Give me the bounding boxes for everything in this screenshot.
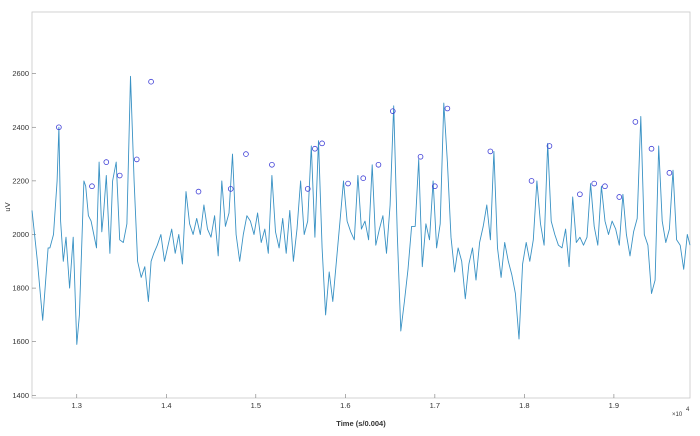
y-tick-label: 2400 xyxy=(12,123,29,132)
peak-marker xyxy=(133,156,140,163)
peak-marker xyxy=(444,105,451,112)
peak-marker xyxy=(269,161,275,168)
peak-marker xyxy=(116,172,123,179)
x-axis-ticks: 1.3 1.4 1.5 1.6 1.7 1.8 1.9 xyxy=(72,394,619,410)
peak-marker xyxy=(591,180,598,187)
peak-marker xyxy=(360,175,367,181)
x-tick-label: 1.5 xyxy=(251,401,261,410)
y-tick-label: 1600 xyxy=(12,337,29,346)
y-tick-label: 2000 xyxy=(12,230,29,239)
peak-marker xyxy=(89,183,95,190)
signal-line xyxy=(31,75,691,345)
x-exponent-label: ×10 xyxy=(672,412,683,418)
peak-marker xyxy=(227,186,234,192)
peak-marker xyxy=(487,148,494,155)
peak-marker xyxy=(312,145,318,152)
peak-marker xyxy=(103,159,110,165)
y-axis-ticks: 1400 1600 1800 2000 2200 2400 2600 xyxy=(12,69,36,400)
peak-marker xyxy=(616,194,623,200)
x-tick-label: 1.6 xyxy=(340,401,350,410)
peak-marker xyxy=(195,188,202,195)
y-tick-label: 2200 xyxy=(12,176,29,185)
peak-marker xyxy=(243,151,249,157)
x-tick-label: 1.8 xyxy=(519,401,529,410)
peak-marker xyxy=(304,186,311,192)
peak-marker xyxy=(432,183,438,190)
x-exponent-power: 4 xyxy=(686,407,690,413)
x-tick-label: 1.3 xyxy=(72,401,82,410)
x-tick-label: 1.9 xyxy=(609,401,619,410)
x-axis-label: Time (s/0.004) xyxy=(336,419,386,428)
peak-marker xyxy=(546,143,553,149)
peak-markers xyxy=(56,78,673,200)
peak-marker xyxy=(528,178,535,184)
peak-marker xyxy=(345,180,351,187)
peak-marker xyxy=(56,124,62,131)
peak-marker xyxy=(632,119,639,125)
peak-marker xyxy=(389,108,396,114)
peak-marker xyxy=(648,145,655,152)
peak-marker xyxy=(375,161,382,168)
y-tick-label: 1800 xyxy=(12,284,29,293)
peak-marker xyxy=(577,191,583,198)
peak-marker xyxy=(666,170,673,176)
x-tick-label: 1.4 xyxy=(161,401,171,410)
peak-marker xyxy=(602,183,608,190)
y-tick-label: 1400 xyxy=(12,391,29,400)
x-tick-label: 1.7 xyxy=(430,401,440,410)
peak-marker xyxy=(417,153,424,160)
y-axis-label: uV xyxy=(3,202,12,211)
plot-area xyxy=(31,11,691,399)
peak-marker xyxy=(148,78,154,85)
peak-marker xyxy=(319,140,325,147)
y-tick-label: 2600 xyxy=(12,69,29,78)
